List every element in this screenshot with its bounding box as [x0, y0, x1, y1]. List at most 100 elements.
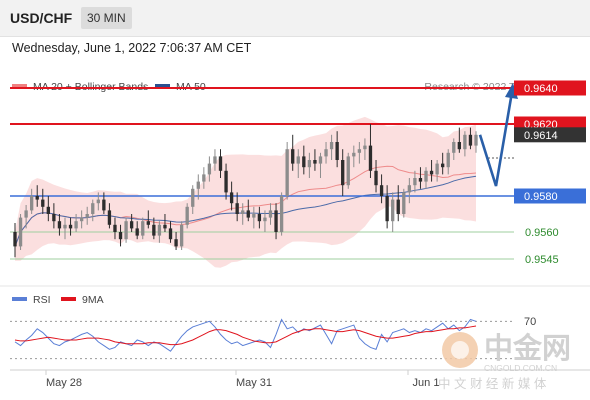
ma50-line — [14, 175, 477, 247]
candle-body — [207, 163, 212, 175]
candle-body — [91, 203, 95, 214]
symbol-title: USD/CHF — [10, 10, 73, 26]
candle-body — [335, 142, 339, 160]
ma20-legend-swatch — [12, 84, 27, 88]
ma9-legend-label: 9MA — [82, 294, 104, 306]
candle-body — [413, 178, 417, 186]
watermark-cn: 中金网 — [484, 331, 571, 365]
scenario-arrow — [478, 83, 518, 187]
level-label-0.9614: 0.9614 — [524, 130, 558, 142]
candle-body — [202, 174, 206, 182]
rsi-legend-swatch — [12, 297, 27, 301]
candle-body — [179, 224, 184, 247]
candle-body — [435, 163, 439, 175]
candle-body — [152, 224, 156, 236]
candle-body — [268, 210, 273, 218]
candle-body — [474, 134, 478, 146]
candle-body — [235, 203, 239, 214]
ma50-legend-swatch — [155, 84, 170, 88]
candle-body — [463, 134, 467, 150]
candle-body — [346, 156, 350, 186]
level-label-0.9580: 0.9580 — [524, 191, 558, 203]
candle-body — [129, 221, 134, 229]
candle-body — [135, 228, 139, 236]
ma9-legend-swatch — [61, 297, 76, 301]
chart-header: USD/CHF 30 MIN — [0, 0, 590, 37]
candle-body — [185, 206, 189, 225]
candle-body — [457, 142, 462, 150]
candle-body — [291, 149, 295, 164]
candle-body — [113, 224, 117, 232]
candle-body — [196, 181, 200, 189]
timeframe-button[interactable]: 30 MIN — [81, 7, 132, 29]
level-box-0.9640 — [514, 80, 586, 96]
rsi-panel — [10, 318, 514, 360]
candle-body — [385, 196, 389, 222]
candle-body — [441, 163, 445, 168]
candle-body — [302, 156, 306, 168]
x-label-1: May 31 — [236, 377, 272, 389]
candle-body — [468, 134, 473, 146]
candle-body — [396, 199, 400, 214]
rsi-tick-70: 70 — [524, 316, 536, 328]
candle-body — [391, 199, 395, 222]
candle-body — [52, 214, 56, 222]
candle-body — [446, 152, 450, 168]
candle-body — [229, 192, 234, 204]
candle-body — [63, 224, 67, 229]
candle-body — [324, 149, 328, 157]
candle-body — [429, 170, 434, 175]
candle-body — [246, 210, 250, 218]
candle-body — [107, 210, 112, 225]
candle-body — [102, 199, 106, 211]
candle-body — [96, 199, 100, 204]
candle-body — [163, 224, 167, 229]
level-lines — [10, 87, 514, 260]
candle-body — [307, 160, 312, 168]
candle-body — [274, 210, 278, 232]
candle-body — [296, 156, 300, 164]
candle-body — [35, 196, 39, 200]
candle-body — [424, 170, 428, 182]
candle-body — [352, 152, 356, 157]
candles — [13, 124, 478, 258]
candle-body — [363, 145, 367, 150]
candle-body — [213, 156, 217, 164]
candle-body — [241, 210, 245, 214]
candle-body — [79, 217, 84, 222]
x-label-0: May 28 — [46, 377, 82, 389]
candle-body — [285, 149, 289, 196]
candle-body — [357, 149, 362, 153]
candle-body — [313, 160, 317, 164]
candle-body — [218, 156, 223, 171]
level-label-0.9560: 0.9560 — [525, 227, 559, 239]
candle-body — [418, 178, 423, 182]
candle-body — [263, 217, 267, 222]
candle-body — [374, 170, 378, 186]
level-box-0.9580 — [514, 188, 586, 204]
candle-body — [157, 224, 162, 236]
rsi-line-RSI — [14, 318, 477, 352]
candle-body — [74, 221, 78, 229]
candle-body — [124, 221, 128, 240]
candle-body — [68, 224, 73, 229]
candle-body — [118, 232, 123, 240]
rsi-legend-label: RSI — [33, 294, 51, 306]
chart-date: Wednesday, June 1, 2022 7:06:37 AM CET — [12, 41, 252, 55]
x-label-2: Jun 1 — [413, 377, 440, 389]
candle-body — [402, 192, 406, 214]
candle-body — [13, 232, 17, 247]
candle-body — [407, 185, 412, 193]
candle-body — [329, 142, 334, 150]
candle-body — [168, 228, 173, 240]
candle-body — [341, 160, 345, 186]
candle-body — [224, 170, 228, 193]
candle-body — [18, 217, 23, 247]
candle-body — [57, 221, 62, 229]
candle-body — [368, 145, 373, 171]
candle-body — [257, 214, 262, 222]
candle-body — [379, 185, 384, 196]
candle-body — [24, 210, 28, 218]
